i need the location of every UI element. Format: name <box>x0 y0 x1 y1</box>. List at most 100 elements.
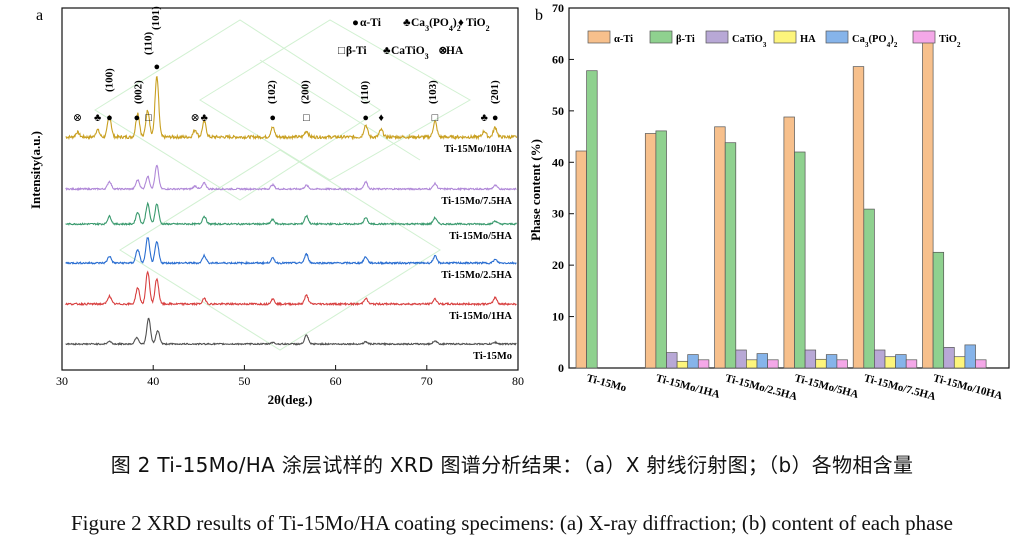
bar-category-label: Ti-15Mo <box>585 372 628 394</box>
xrd-x-axis-label: 2θ(deg.) <box>268 392 313 407</box>
bar-legend-label: Ca3(PO4)2 <box>852 34 898 49</box>
bar <box>895 354 907 369</box>
bar-legend-label: β-Ti <box>676 34 695 45</box>
bar-legend-swatch <box>587 30 611 44</box>
bar <box>586 70 598 369</box>
xrd-series-label: Ti-15Mo/1HA <box>449 311 512 322</box>
bar-legend-label: CaTiO3 <box>732 34 767 49</box>
xrd-series-label: Ti-15Mo/7.5HA <box>441 196 512 207</box>
bar <box>884 356 896 369</box>
xrd-legend-label: CaTiO3 <box>391 45 429 61</box>
phase-marker: □ <box>145 112 152 124</box>
bar-legend-swatch <box>825 30 849 44</box>
figure: a 30 40 50 60 70 80 Ti-15Mo/10HATi-15Mo/7.5HA… <box>28 1 1010 407</box>
bar-category-label: Ti-15Mo/1HA <box>655 372 722 401</box>
bar <box>975 359 987 369</box>
xrd-legend-label: Ca3(PO4)2 <box>411 17 461 33</box>
bar <box>836 359 848 369</box>
phase-marker: ● <box>106 112 113 124</box>
xrd-legend-symbol: ⊗ <box>438 45 448 57</box>
xrd-legend-label: HA <box>446 45 464 57</box>
hkl-label: (103) <box>427 80 439 104</box>
panel-a-label: a <box>36 7 43 24</box>
hkl-label: (002) <box>133 80 145 104</box>
xrd-legend-symbol: ♦ <box>458 17 464 29</box>
xrd-series-label: Ti-15Mo <box>473 351 512 362</box>
bar-legend-swatch <box>649 30 673 44</box>
phase-marker: ♣ <box>94 112 101 124</box>
bar <box>825 354 838 369</box>
phase-marker: ♣ <box>481 112 488 124</box>
phase-marker: ● <box>492 112 499 124</box>
bar-category-label: Ti-15Mo/10HA <box>932 372 1004 402</box>
xrd-x-tick-label: 30 <box>56 374 68 388</box>
caption-english: Figure 2 XRD results of Ti-15Mo/HA coati… <box>71 511 953 535</box>
phase-marker: ⊗ <box>73 112 82 124</box>
hkl-label: (100) <box>103 68 115 92</box>
phase-marker: ⊗ <box>191 112 200 124</box>
hkl-label: (201) <box>489 80 501 104</box>
xrd-legend-symbol: ♣ <box>403 17 411 29</box>
xrd-x-tick-label: 50 <box>238 374 250 388</box>
bar <box>953 356 966 369</box>
xrd-series-line <box>65 317 517 347</box>
bar <box>964 344 976 369</box>
panel-b-label: b <box>535 7 543 24</box>
bar <box>943 347 955 369</box>
phase-marker: ● <box>269 112 276 124</box>
bar <box>676 360 689 369</box>
xrd-series-label: Ti-15Mo/5HA <box>449 231 512 242</box>
bar <box>783 116 795 369</box>
xrd-x-tick-label: 80 <box>512 374 524 388</box>
hkl-label: (101) <box>150 6 162 30</box>
bar <box>815 358 827 369</box>
bar <box>697 359 710 369</box>
xrd-series-line <box>65 237 517 266</box>
xrd-series-label: Ti-15Mo/10HA <box>444 144 512 155</box>
phase-marker: ● <box>362 112 369 124</box>
phase-marker: ♣ <box>201 112 208 124</box>
bar-legend-label: α-Ti <box>614 34 633 45</box>
bar <box>666 352 678 369</box>
bar <box>687 354 699 369</box>
hkl-label: (110) <box>359 80 371 104</box>
bar <box>932 251 945 369</box>
xrd-series-line <box>65 270 517 307</box>
bar <box>874 349 886 369</box>
watermark <box>94 19 472 351</box>
bar-legend-swatch <box>912 30 936 44</box>
bar <box>655 130 667 369</box>
bar <box>863 208 875 369</box>
bar-y-tick-label: 20 <box>552 258 564 272</box>
bar <box>794 151 806 369</box>
xrd-legend-symbol: ● <box>352 17 359 29</box>
phase-marker: ♦ <box>378 112 384 124</box>
bar <box>724 142 737 369</box>
xrd-panel: a 30 40 50 60 70 80 Ti-15Mo/10HA Ti-15Mo/7.5HA… <box>28 6 524 407</box>
bar-y-tick-label: 30 <box>552 207 564 221</box>
xrd-plot-frame <box>61 7 519 371</box>
bar-y-tick-label: 0 <box>558 361 564 375</box>
xrd-x-tick-label: 60 <box>330 374 342 388</box>
bar-category-label: Ti-15Mo/2.5HA <box>724 372 799 403</box>
bar-category-label: Ti-15Mo/7.5HA <box>862 372 937 403</box>
xrd-series-line <box>65 201 517 227</box>
bar <box>644 133 657 369</box>
phase-marker: ● <box>154 61 161 73</box>
caption-chinese: 图 2 Ti-15Mo/HA 涂层试样的 XRD 图谱分析结果：（a）X 射线衍… <box>110 453 914 477</box>
bar-category-label: Ti-15Mo/5HA <box>793 372 860 401</box>
bar <box>905 359 918 369</box>
xrd-legend-symbol: ♣ <box>383 45 391 57</box>
bar <box>767 359 779 369</box>
xrd-series-line <box>65 164 517 192</box>
hkl-label: (110) <box>143 31 155 55</box>
xrd-series-line <box>65 76 518 141</box>
bar <box>852 66 865 369</box>
bar-y-tick-label: 50 <box>552 104 564 118</box>
bar-legend-label: HA <box>800 34 816 45</box>
bar <box>575 150 587 369</box>
bar-y-tick-label: 10 <box>552 310 564 324</box>
phase-marker: ● <box>133 112 140 124</box>
xrd-legend-label: TiO2 <box>466 17 490 33</box>
bar <box>746 359 758 369</box>
